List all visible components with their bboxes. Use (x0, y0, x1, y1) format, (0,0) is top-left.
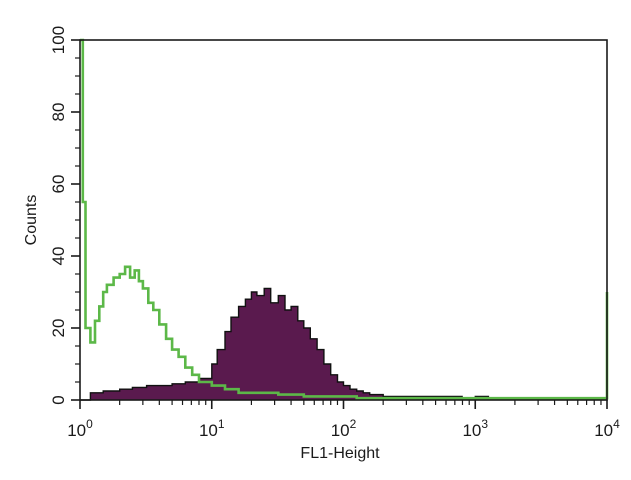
x-tick-label-2: 102 (331, 417, 357, 440)
labels-layer: 100 101 102 103 104 0 20 40 60 80 100 (49, 26, 620, 440)
x-tick-label-0: 100 (67, 417, 93, 440)
x-tick-label-3: 103 (462, 417, 488, 440)
y-tick-label-5: 100 (49, 26, 68, 54)
x-tick-label-1: 101 (199, 417, 225, 440)
y-tick-label-0: 0 (49, 395, 68, 404)
y-tick-label-1: 20 (49, 319, 68, 338)
series-0-outline (80, 287, 608, 401)
y-tick-label-4: 80 (49, 103, 68, 122)
series-layer (80, 38, 609, 401)
x-tick-label-4: 104 (594, 417, 620, 440)
y-tick-label-2: 40 (49, 247, 68, 266)
y-tick-label-3: 60 (49, 175, 68, 194)
plot-frame (79, 39, 608, 401)
series-1-line (80, 38, 609, 400)
x-axis-title: FL1-Height (300, 445, 380, 462)
y-axis-title: Counts (23, 195, 40, 246)
ticks-layer (71, 39, 608, 409)
